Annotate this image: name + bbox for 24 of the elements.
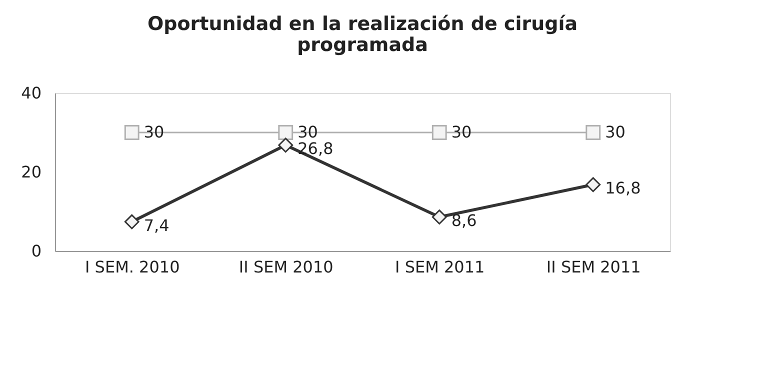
point: [586, 177, 601, 192]
point: [432, 125, 447, 140]
y-tick-label: 20: [21, 162, 42, 182]
data-label: 30: [605, 122, 626, 142]
data-label: 30: [451, 122, 472, 142]
point: [278, 138, 294, 153]
data-label: 30: [298, 122, 318, 142]
x-tick-label: II SEM 2010: [238, 258, 334, 276]
point: [586, 125, 601, 140]
data-label: 30: [144, 122, 164, 142]
x-tick-label: II SEM 2011: [546, 258, 641, 276]
x-tick-label: I SEM 2011: [395, 258, 485, 276]
data-label: 16,8: [605, 178, 641, 198]
chart-title: Oportunidad en la realización de cirugía programada: [147, 13, 578, 56]
y-tick-label: 40: [21, 84, 42, 102]
point: [124, 214, 140, 230]
point: [432, 210, 447, 224]
point: [278, 125, 294, 140]
point: [124, 125, 140, 140]
data-label: 26,8: [298, 139, 334, 158]
x-tick-label: I SEM. 2010: [84, 258, 180, 276]
y-tick-label: 0: [31, 242, 42, 260]
data-label: 8,6: [451, 211, 477, 230]
data-label: 7,4: [144, 216, 170, 235]
